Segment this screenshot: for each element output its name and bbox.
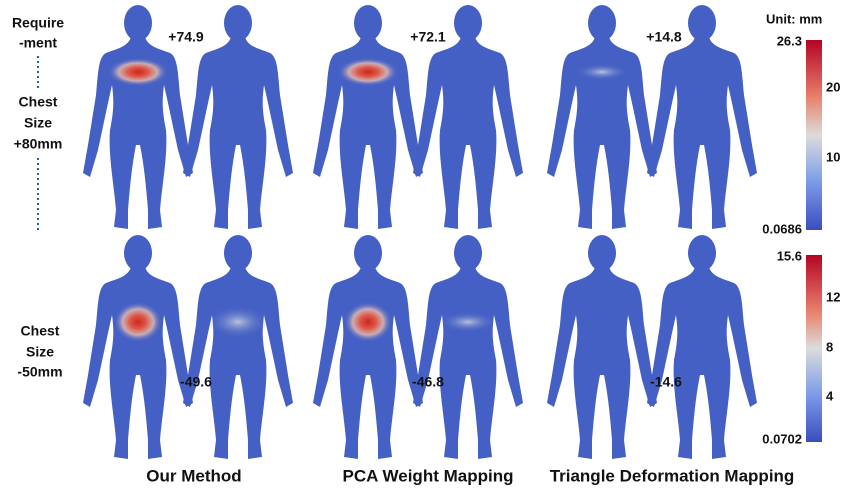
colorbar-tick: 10: [826, 149, 840, 164]
delta: +72.1: [410, 29, 446, 45]
colorbar-tick: 12: [826, 289, 840, 304]
requirement-label: Require: [12, 15, 64, 31]
colorbar: [806, 40, 822, 230]
requirement-label: -ment: [19, 35, 57, 51]
colorbar-tick: 8: [826, 339, 833, 354]
row-label: Size: [24, 115, 52, 131]
unit-label: Unit: mm: [766, 11, 822, 26]
method-label: Triangle Deformation Mapping: [550, 466, 795, 485]
colorbar-min: 0.0686: [762, 221, 802, 236]
colorbar-tick: 4: [826, 388, 834, 403]
colorbar-max: 26.3: [777, 33, 802, 48]
colorbar-tick: 20: [826, 79, 840, 94]
delta: -49.6: [180, 374, 212, 390]
body-row-2: [83, 235, 757, 459]
colorbar-min: 0.0702: [762, 431, 802, 446]
delta: +14.8: [646, 29, 682, 45]
row-label: Chest: [21, 323, 60, 339]
method-label: Our Method: [146, 466, 241, 485]
row-label: Size: [26, 344, 54, 360]
body-row-1: [83, 5, 757, 229]
delta: -14.6: [650, 374, 682, 390]
colorbar: [806, 255, 822, 442]
colorbar-max: 15.6: [777, 248, 802, 263]
row-label: +80mm: [14, 136, 63, 152]
row-label: -50mm: [17, 364, 62, 380]
delta: -46.8: [412, 374, 444, 390]
delta: +74.9: [168, 29, 204, 45]
row-label: Chest: [19, 94, 58, 110]
method-label: PCA Weight Mapping: [343, 466, 514, 485]
